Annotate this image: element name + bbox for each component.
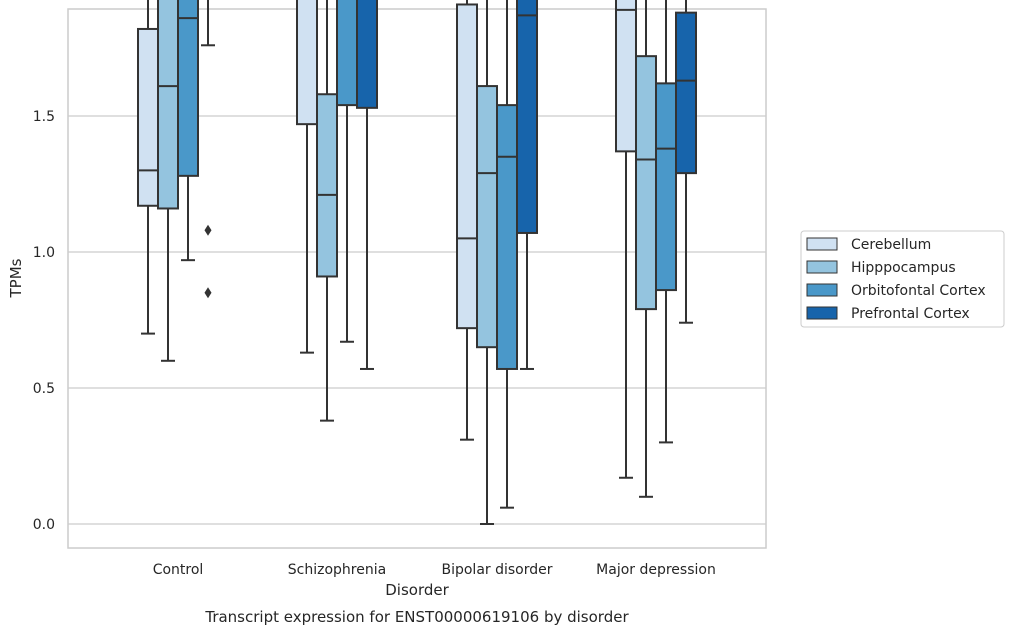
- legend-swatch: [806, 237, 838, 251]
- y-tick-label: 1.0: [33, 245, 55, 261]
- y-axis-ticks: 0.00.51.01.52.02.53.03.5: [33, 109, 55, 533]
- x-tick-label: Control: [153, 562, 204, 578]
- box: [336, 0, 358, 343]
- x-tick-label: Schizophrenia: [288, 562, 386, 578]
- legend: Cerebellum Hipppocampus Orbitofontal Corte…: [800, 230, 1005, 328]
- box: [316, 0, 338, 422]
- outlier-point: [204, 287, 212, 299]
- legend-item: Prefrontal Cortex: [806, 306, 970, 322]
- box-iqr: [615, 0, 637, 153]
- x-axis-label: Disorder: [385, 581, 449, 599]
- box: [615, 0, 637, 479]
- legend-item: Orbitofontal Cortex: [806, 283, 986, 299]
- legend-label: Prefrontal Cortex: [851, 306, 970, 322]
- legend-swatch: [806, 260, 838, 274]
- y-tick-label: 0.0: [33, 517, 55, 533]
- legend-frame: [800, 230, 1005, 328]
- box: [675, 0, 697, 324]
- box: [635, 0, 657, 498]
- legend-label: Hipppocampus: [851, 260, 956, 276]
- box: [456, 0, 478, 441]
- box-iqr: [157, 0, 179, 210]
- box: [496, 0, 518, 509]
- legend-label: Orbitofontal Cortex: [851, 283, 986, 299]
- box-iqr: [635, 55, 657, 311]
- boxplot-series: [137, 0, 697, 525]
- box: [157, 0, 179, 362]
- box-iqr: [356, 0, 378, 109]
- box: [201, 0, 215, 299]
- box-iqr: [296, 0, 318, 126]
- y-tick-label: 0.5: [33, 381, 55, 397]
- y-axis-label: TPMs: [7, 258, 25, 298]
- chart-title: Transcript expression for ENST0000061910…: [204, 608, 629, 626]
- box: [516, 0, 538, 370]
- box-iqr: [476, 85, 498, 349]
- box-iqr: [316, 93, 338, 278]
- series-prefrontal-cortex: [201, 0, 697, 370]
- box: [296, 0, 318, 354]
- series-hipppocampus: [157, 0, 657, 525]
- x-tick-label: Major depression: [596, 562, 716, 578]
- box-iqr: [655, 82, 677, 292]
- box-iqr: [456, 3, 478, 330]
- legend-item: Cerebellum: [806, 237, 931, 253]
- box-iqr: [336, 0, 358, 107]
- legend-swatch: [806, 306, 838, 320]
- series-cerebellum: [137, 0, 637, 479]
- box-iqr: [516, 0, 538, 234]
- box-iqr: [496, 104, 518, 370]
- x-tick-label: Bipolar disorder: [441, 562, 552, 578]
- outlier-point: [204, 224, 212, 236]
- legend-item: Hipppocampus: [806, 260, 956, 276]
- y-tick-label: 1.5: [33, 109, 55, 125]
- box: [177, 0, 199, 262]
- box-iqr: [137, 27, 159, 207]
- x-axis-ticks: Control Schizophrenia Bipolar disorder Majo…: [153, 562, 716, 578]
- legend-label: Cerebellum: [851, 237, 931, 253]
- series-orbitofontal-cortex: [177, 0, 677, 509]
- legend-swatch: [806, 283, 838, 297]
- box: [356, 0, 378, 370]
- box-iqr: [675, 11, 697, 175]
- box-iqr: [177, 0, 199, 177]
- plot-frame: [67, 8, 767, 549]
- box: [655, 0, 677, 444]
- box: [137, 0, 159, 335]
- box: [476, 0, 498, 525]
